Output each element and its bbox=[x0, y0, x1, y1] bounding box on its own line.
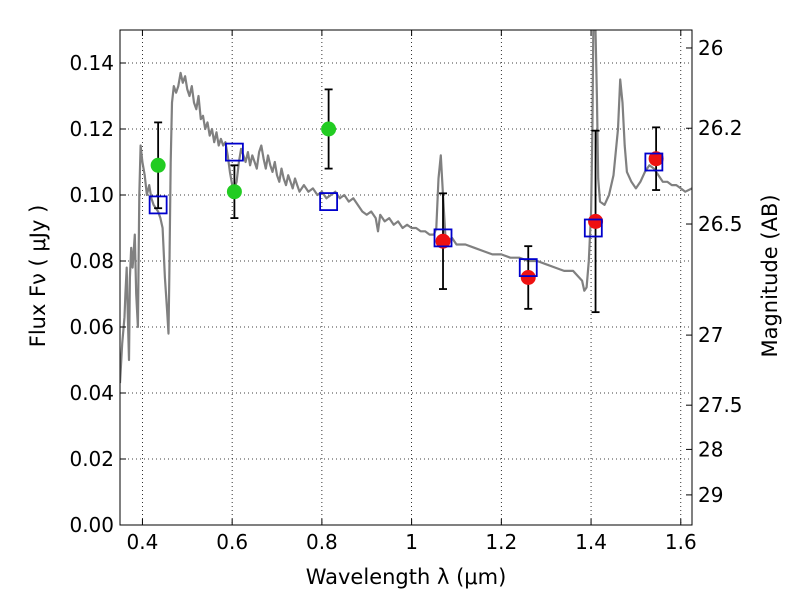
data-point bbox=[520, 270, 536, 285]
y-axis-label: Flux Fν ( μJy ) bbox=[26, 205, 50, 348]
model-flux-square bbox=[224, 142, 244, 162]
right-tick-label: 26 bbox=[698, 36, 723, 60]
y-tick-label: 0.00 bbox=[69, 513, 114, 537]
plot-frame bbox=[119, 29, 693, 526]
y-tick-label: 0.08 bbox=[69, 249, 114, 273]
right-tick-label: 26.2 bbox=[698, 116, 743, 140]
data-point bbox=[648, 151, 664, 167]
y-tick-label: 0.12 bbox=[69, 117, 114, 141]
y-tick-label: 0.02 bbox=[69, 447, 114, 471]
right-tick-label: 27 bbox=[698, 323, 723, 347]
x-tick-label: 0.4 bbox=[127, 530, 159, 554]
axis-ticks: 0.4 0.6 0.8 1 1.2 1.4 1.6 0.00 0.02 0.04 0.06 0.08 0… bbox=[69, 30, 743, 554]
right-tick-label: 27.5 bbox=[698, 393, 743, 417]
right-tick-label: 26.5 bbox=[698, 212, 743, 236]
x-tick-label: 1 bbox=[405, 530, 418, 554]
right-tick-label: 28 bbox=[698, 437, 723, 461]
x-tick-label: 0.8 bbox=[306, 530, 338, 554]
x-tick-label: 1.4 bbox=[575, 530, 607, 554]
data-point bbox=[588, 213, 604, 229]
data-point bbox=[435, 233, 451, 249]
sed-model-line bbox=[120, 30, 692, 384]
data-point bbox=[150, 157, 166, 173]
x-tick-label: 1.2 bbox=[485, 530, 517, 554]
right-tick-label: 29 bbox=[698, 483, 723, 507]
x-tick-label: 1.6 bbox=[665, 530, 697, 554]
y-tick-label: 0.04 bbox=[69, 381, 114, 405]
x-tick-label: 0.6 bbox=[216, 530, 248, 554]
data-point bbox=[321, 121, 337, 137]
grid-lines bbox=[120, 30, 692, 526]
y-tick-label: 0.06 bbox=[69, 315, 114, 339]
model-flux-square bbox=[433, 228, 453, 248]
model-flux-square bbox=[583, 218, 603, 238]
model-flux-square bbox=[319, 192, 339, 212]
model-flux-square bbox=[148, 195, 168, 215]
x-axis-label: Wavelength λ (μm) bbox=[306, 565, 507, 589]
y-tick-label: 0.10 bbox=[69, 183, 114, 207]
plot-series bbox=[120, 30, 692, 384]
right-axis-label: Magnitude (AB) bbox=[758, 194, 782, 357]
y-tick-label: 0.14 bbox=[69, 51, 114, 75]
model-flux-square bbox=[518, 258, 538, 278]
model-flux-square bbox=[644, 152, 664, 172]
data-point bbox=[226, 184, 242, 200]
